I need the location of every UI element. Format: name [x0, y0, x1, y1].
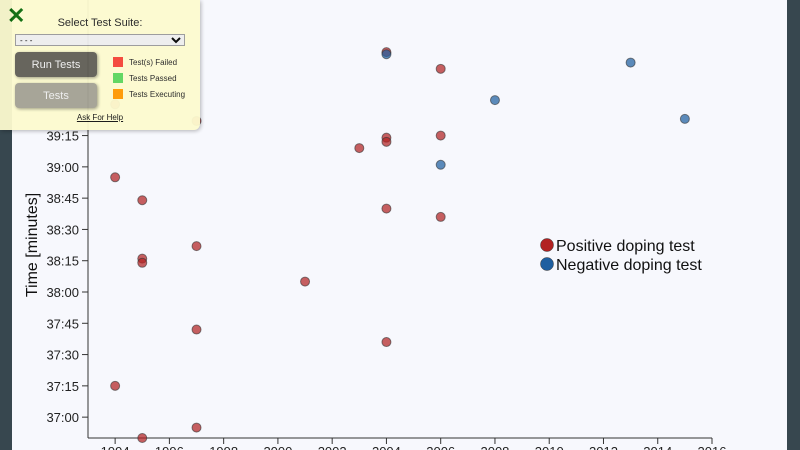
data-point[interactable] [110, 172, 121, 183]
data-point[interactable] [300, 276, 311, 287]
scatter-chart: 1994 1996 1998 2000 2002 2004 2006 2008 2010 2012… [24, 0, 727, 450]
data-point[interactable] [435, 159, 446, 170]
x-tick-label: 2008 [480, 444, 509, 450]
data-point[interactable] [625, 57, 636, 68]
x-tick-label: 2014 [643, 444, 672, 450]
y-tick: 38:15 [46, 254, 88, 269]
x-tick-label: 2012 [589, 444, 618, 450]
y-tick-label: 37:30 [46, 348, 79, 363]
legend-executing-label: Tests Executing [129, 89, 186, 99]
data-point[interactable] [489, 95, 500, 106]
x-tick-label: 1996 [155, 444, 184, 450]
y-tick-label: 38:00 [46, 285, 79, 300]
x-tick: 2010 [535, 438, 564, 450]
data-point[interactable] [679, 113, 690, 124]
select-suite-label: Select Test Suite: [57, 17, 143, 29]
legend-marker [540, 257, 554, 271]
y-tick-label: 39:15 [46, 129, 79, 144]
legend-executing: Tests Executing [113, 89, 185, 99]
data-point[interactable] [137, 433, 148, 443]
test-suite-select[interactable]: - - - [15, 34, 185, 46]
y-tick-label: 37:45 [46, 316, 79, 331]
y-tick-label: 38:15 [46, 254, 79, 269]
x-tick: 1998 [209, 438, 238, 450]
y-tick-label: 38:45 [46, 191, 79, 206]
legend-marker [540, 238, 554, 252]
x-tick: 2004 [372, 438, 401, 450]
data-point[interactable] [381, 49, 392, 60]
y-tick-label: 38:30 [46, 222, 79, 237]
y-tick: 38:30 [46, 222, 88, 237]
y-tick: 37:30 [46, 348, 88, 363]
x-tick: 1996 [155, 438, 184, 450]
x-tick: 2016 [698, 438, 727, 450]
data-point[interactable] [191, 241, 202, 252]
data-point[interactable] [137, 195, 148, 206]
x-tick-label: 1998 [209, 444, 238, 450]
legend-label: Positive doping test [556, 238, 695, 255]
x-tick: 2006 [426, 438, 455, 450]
y-tick: 37:15 [46, 379, 88, 394]
legend-failed-label: Test(s) Failed [129, 57, 178, 67]
y-axis-label: Time [minutes] [24, 193, 41, 297]
y-tick-label: 37:00 [46, 410, 79, 425]
x-tick: 2012 [589, 438, 618, 450]
x-tick: 1994 [101, 438, 130, 450]
run-tests-button[interactable]: Run Tests [15, 52, 97, 77]
x-tick-label: 2004 [372, 444, 401, 450]
y-tick: 39:15 [46, 129, 88, 144]
failed-swatch [113, 57, 123, 67]
x-tick-label: 2002 [318, 444, 347, 450]
passed-swatch [113, 73, 123, 83]
y-tick-label: 37:15 [46, 379, 79, 394]
x-tick-label: 2016 [698, 444, 727, 450]
y-tick: 39:00 [46, 160, 88, 175]
data-point[interactable] [137, 257, 148, 268]
x-tick-label: 2000 [263, 444, 292, 450]
data-point[interactable] [435, 130, 446, 141]
x-tick-label: 2010 [535, 444, 564, 450]
tests-button[interactable]: Tests [15, 83, 97, 108]
x-tick: 2014 [643, 438, 672, 450]
data-point[interactable] [110, 380, 121, 391]
x-tick-label: 1994 [101, 444, 130, 450]
x-tick: 2000 [263, 438, 292, 450]
y-tick: 37:45 [46, 316, 88, 331]
data-point[interactable] [191, 324, 202, 335]
data-point[interactable] [435, 63, 446, 74]
legend-label: Negative doping test [556, 257, 702, 274]
data-point[interactable] [381, 203, 392, 214]
y-tick: 38:00 [46, 285, 88, 300]
legend-passed: Tests Passed [113, 73, 177, 83]
close-icon[interactable]: ✕ [7, 3, 26, 28]
data-point[interactable] [381, 337, 392, 348]
data-point[interactable] [435, 211, 446, 222]
x-tick: 2002 [318, 438, 347, 450]
legend-failed: Test(s) Failed [113, 57, 177, 67]
ask-for-help-link[interactable]: Ask For Help [76, 113, 124, 122]
data-point[interactable] [191, 422, 202, 433]
legend-passed-label: Tests Passed [129, 73, 177, 83]
y-tick-label: 39:00 [46, 160, 79, 175]
x-tick: 2008 [480, 438, 509, 450]
y-tick: 37:00 [46, 410, 88, 425]
data-point[interactable] [381, 136, 392, 147]
data-point[interactable] [354, 143, 365, 154]
test-suite-panel: ✕ Select Test Suite: - - - Run Tests Tes… [0, 0, 200, 130]
executing-swatch [113, 89, 123, 99]
y-tick: 38:45 [46, 191, 88, 206]
x-tick-label: 2006 [426, 444, 455, 450]
